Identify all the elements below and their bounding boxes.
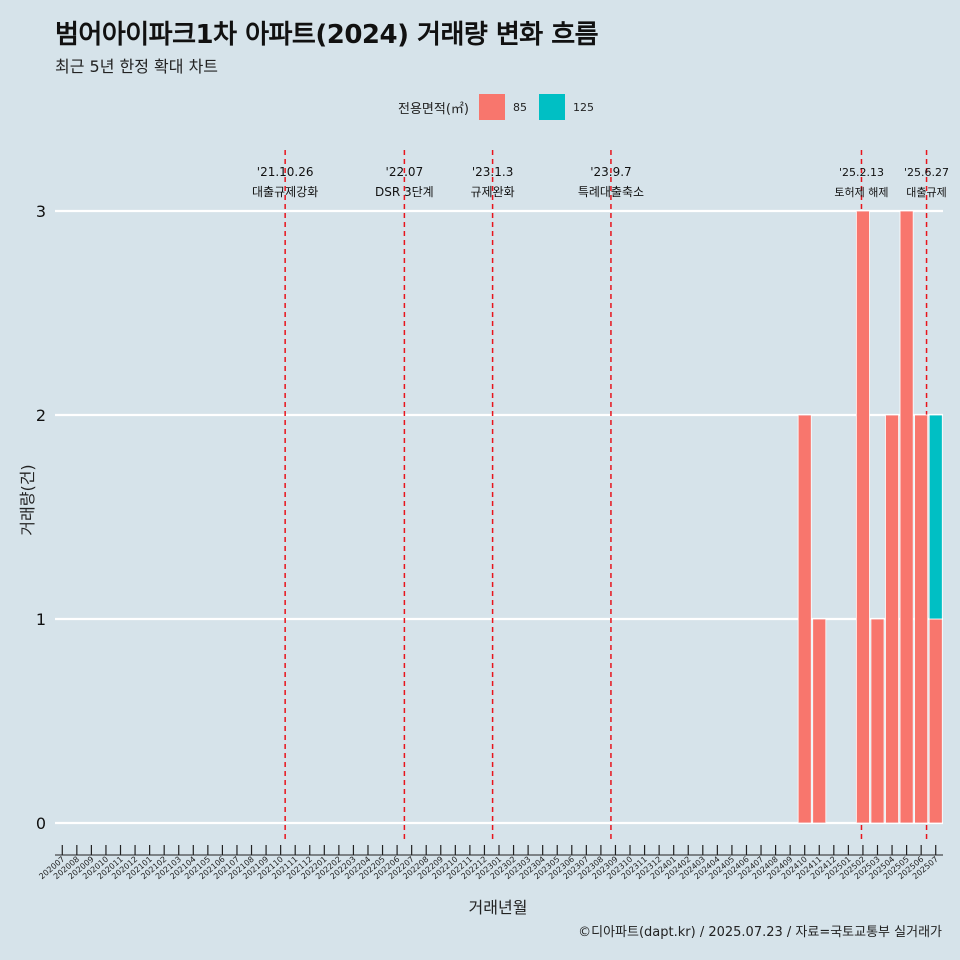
x-axis: 2020072020082020092020102020112020122021… (37, 845, 943, 881)
event-label: 토허제 해제 (834, 185, 888, 199)
event-label: 대출규제강화 (252, 185, 318, 199)
y-tick-label: 1 (36, 610, 46, 629)
event-lines: '21.10.26 대출규제강화 '22.07 DSR 3단계 '23.1.3 규제완화 '… (252, 150, 949, 842)
event-label: 규제완화 (471, 185, 515, 199)
bar-85-202411 (812, 618, 827, 824)
event-date: '22.07 (386, 165, 424, 179)
legend: 전용면적(㎡) 85 125 (398, 94, 606, 120)
y-axis-title: 거래량(건) (18, 464, 37, 535)
legend-title: 전용면적(㎡) (398, 101, 469, 117)
event-date: '21.10.26 (257, 165, 314, 179)
y-tick-label: 2 (36, 406, 46, 425)
event-date: '23.1.3 (472, 165, 513, 179)
event-date: '25.6.27 (904, 166, 949, 179)
bars (797, 210, 943, 824)
event-label: DSR 3단계 (375, 185, 434, 199)
event-date: '25.2.13 (839, 166, 884, 179)
x-axis-title: 거래년월 (469, 898, 528, 917)
y-tick-label: 0 (36, 814, 46, 833)
y-tick-label: 3 (36, 202, 46, 221)
bar-85-202507 (928, 618, 943, 824)
event-label: 대출규제 (906, 186, 946, 199)
bar-125-202507 (928, 414, 943, 620)
legend-key-125 (538, 94, 565, 120)
gridlines (55, 209, 943, 825)
y-axis: 0 1 2 3 (36, 202, 46, 833)
bar-85-202505 (899, 210, 914, 824)
bar-85-202506 (914, 414, 929, 824)
event-label: 특례대출축소 (578, 185, 644, 199)
source-caption: ©디아파트(dapt.kr) / 2025.07.23 / 자료=국토교통부 실… (578, 925, 942, 940)
bar-85-202504 (885, 414, 899, 824)
legend-label-125: 125 (572, 100, 594, 114)
legend-label-85: 85 (512, 100, 527, 114)
bar-85-202503 (870, 618, 885, 824)
chart-subtitle: 최근 5년 한정 확대 차트 (55, 57, 219, 76)
legend-key-85 (478, 94, 505, 120)
bar-85-202502 (855, 210, 870, 824)
event-date: '23.9.7 (590, 165, 631, 179)
chart-title: 범어아이파크1차 아파트(2024) 거래량 변화 흐름 (55, 20, 599, 50)
bar-85-202410 (797, 414, 812, 824)
